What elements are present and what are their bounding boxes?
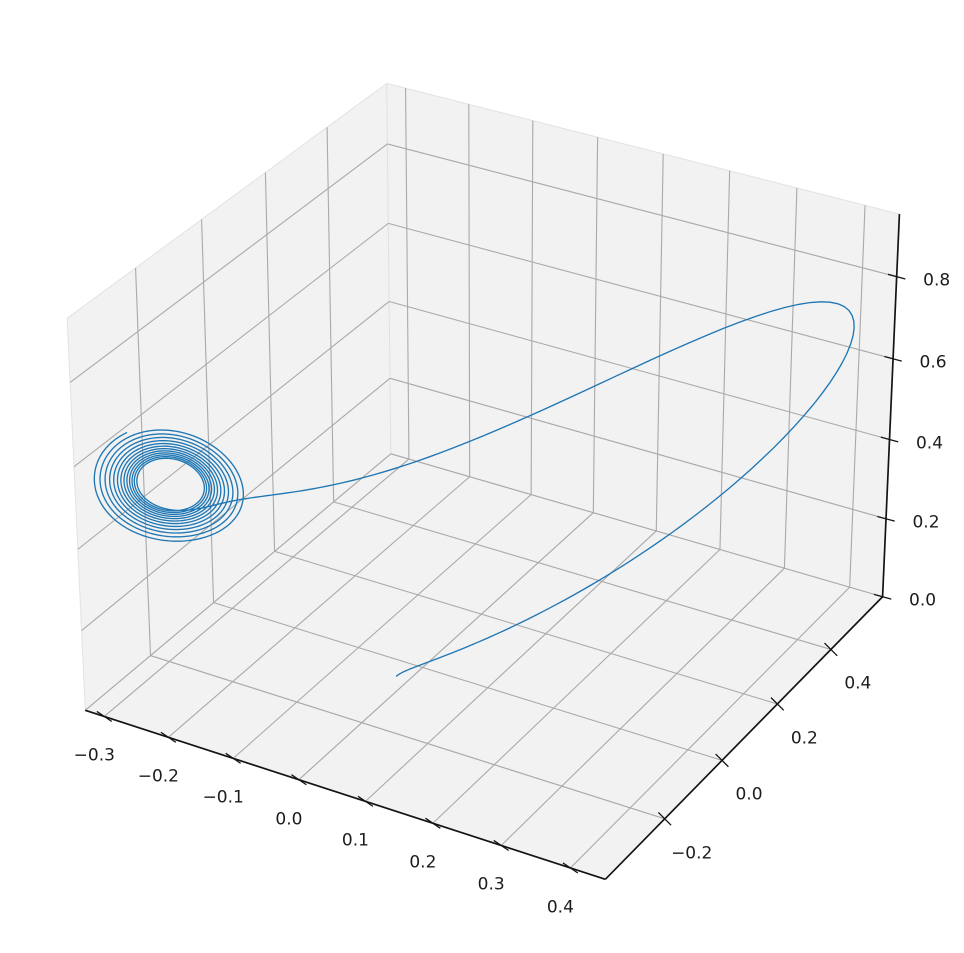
matplotlib-figure: −0.3 −0.2 −0.1 0.0 0.1 0.2 0.3 0.4 −0.2 0.0 0.2 0.4… bbox=[0, 0, 964, 953]
lorenz-3d-plot-canvas bbox=[0, 0, 964, 953]
